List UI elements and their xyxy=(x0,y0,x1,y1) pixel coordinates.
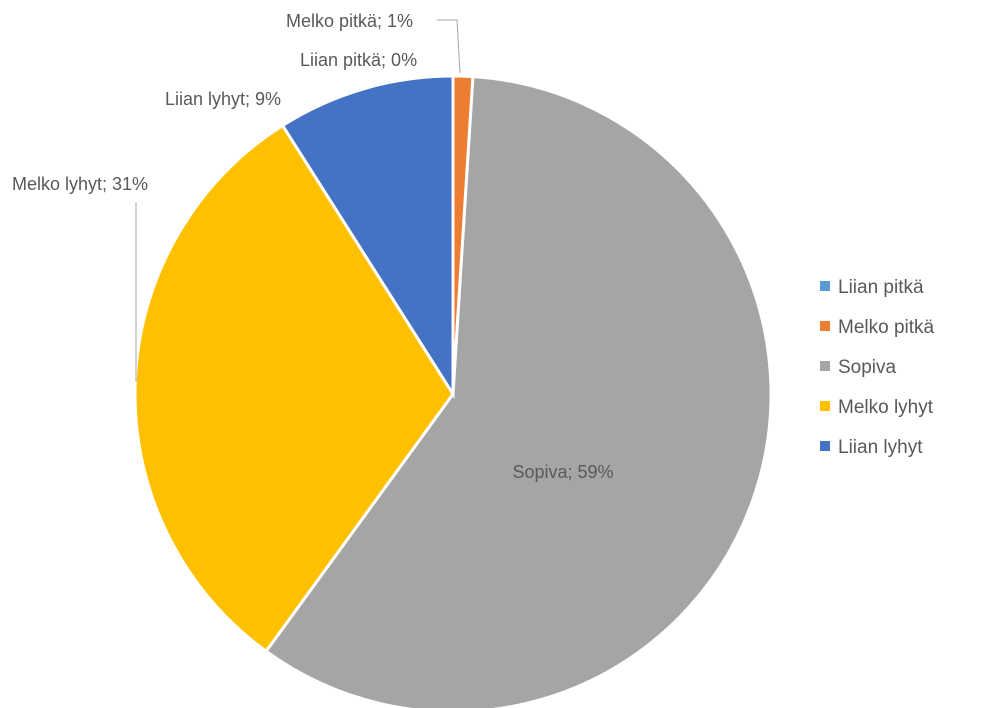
legend-swatch-liian-lyhyt xyxy=(820,441,830,451)
pie-slice-sopiva xyxy=(263,75,773,708)
legend-swatch-liian-pitk xyxy=(820,281,830,291)
legend-item-melko-pitk: Melko pitkä xyxy=(820,317,935,338)
data-label-sopiva: Sopiva; 59% xyxy=(512,462,613,482)
legend-label-liian-lyhyt: Liian lyhyt xyxy=(838,437,923,458)
legend-swatch-melko-lyhyt xyxy=(820,401,830,411)
leader-line-melko-pitk xyxy=(437,19,461,74)
legend-label-sopiva: Sopiva xyxy=(838,357,897,378)
leader-lines xyxy=(135,19,461,382)
pie-slices xyxy=(133,74,773,708)
data-label-melko-pitk: Melko pitkä; 1% xyxy=(286,11,413,31)
data-labels: Liian pitkä; 0% Melko pitkä; 1% Sopiva; 59… xyxy=(12,11,614,482)
legend-swatch-melko-pitk xyxy=(820,321,830,331)
legend-swatch-sopiva xyxy=(820,361,830,371)
pie-slice-liian-lyhyt xyxy=(280,74,455,400)
data-label-liian-pitk: Liian pitkä; 0% xyxy=(300,50,417,70)
legend-item-liian-pitk: Liian pitkä xyxy=(820,277,924,298)
data-label-liian-lyhyt: Liian lyhyt; 9% xyxy=(165,89,281,109)
legend-item-melko-lyhyt: Melko lyhyt xyxy=(820,397,934,418)
legend-label-liian-pitk: Liian pitkä xyxy=(838,277,924,298)
legend-label-melko-pitk: Melko pitkä xyxy=(838,317,935,338)
legend: Liian pitkä Melko pitkä Sopiva Melko lyhyt L… xyxy=(820,277,935,458)
pie-slice-melko-lyhyt xyxy=(133,123,455,654)
legend-item-liian-lyhyt: Liian lyhyt xyxy=(820,437,923,458)
data-label-melko-lyhyt: Melko lyhyt; 31% xyxy=(12,174,148,194)
legend-label-melko-lyhyt: Melko lyhyt xyxy=(838,397,934,418)
legend-item-sopiva: Sopiva xyxy=(820,357,897,378)
